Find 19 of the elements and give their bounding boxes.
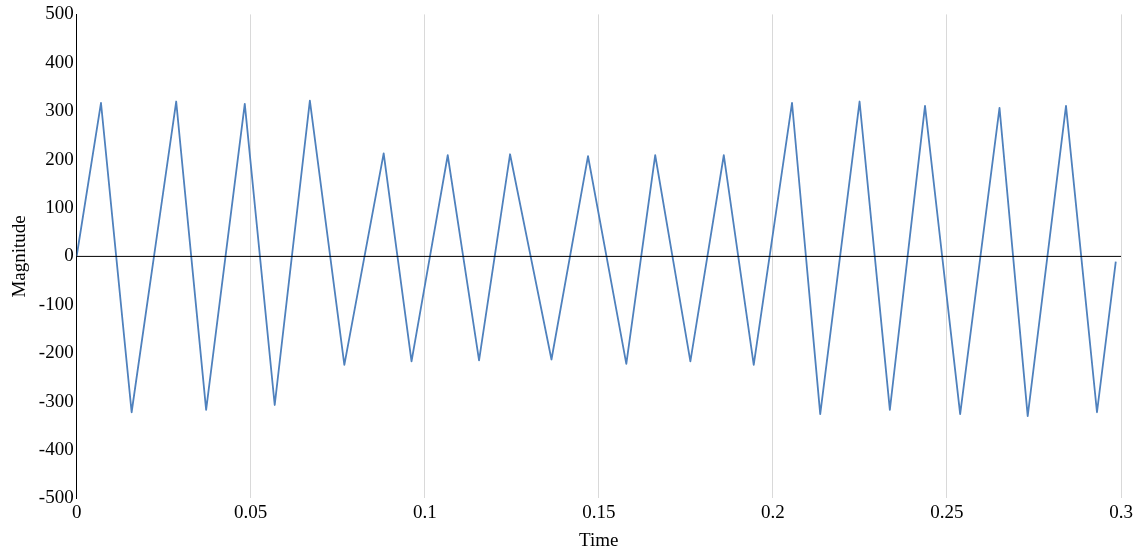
y-tick-label: 100 bbox=[45, 195, 74, 217]
y-tick-label: -300 bbox=[38, 389, 74, 411]
x-tick-label: 0.1 bbox=[412, 500, 437, 522]
y-tick-label: -200 bbox=[38, 341, 74, 363]
y-tick-label: -100 bbox=[38, 292, 74, 314]
y-tick-label: 300 bbox=[45, 99, 74, 121]
y-tick-label: 400 bbox=[45, 50, 74, 72]
y-axis-title: Magnitude bbox=[8, 215, 30, 298]
x-tick-label: 0.15 bbox=[582, 500, 616, 522]
y-tick-label: 500 bbox=[45, 2, 74, 24]
y-tick-label: 0 bbox=[64, 244, 74, 266]
x-tick-label: 0.05 bbox=[234, 500, 268, 522]
x-axis-title: Time bbox=[579, 528, 619, 550]
y-tick-label: -400 bbox=[38, 437, 74, 459]
x-tick-label: 0.2 bbox=[761, 500, 785, 522]
x-tick-label: 0.25 bbox=[930, 500, 964, 522]
x-tick-label: 0.3 bbox=[1109, 500, 1133, 522]
y-tick-label: -500 bbox=[38, 486, 74, 508]
y-tick-label: 200 bbox=[45, 147, 74, 169]
